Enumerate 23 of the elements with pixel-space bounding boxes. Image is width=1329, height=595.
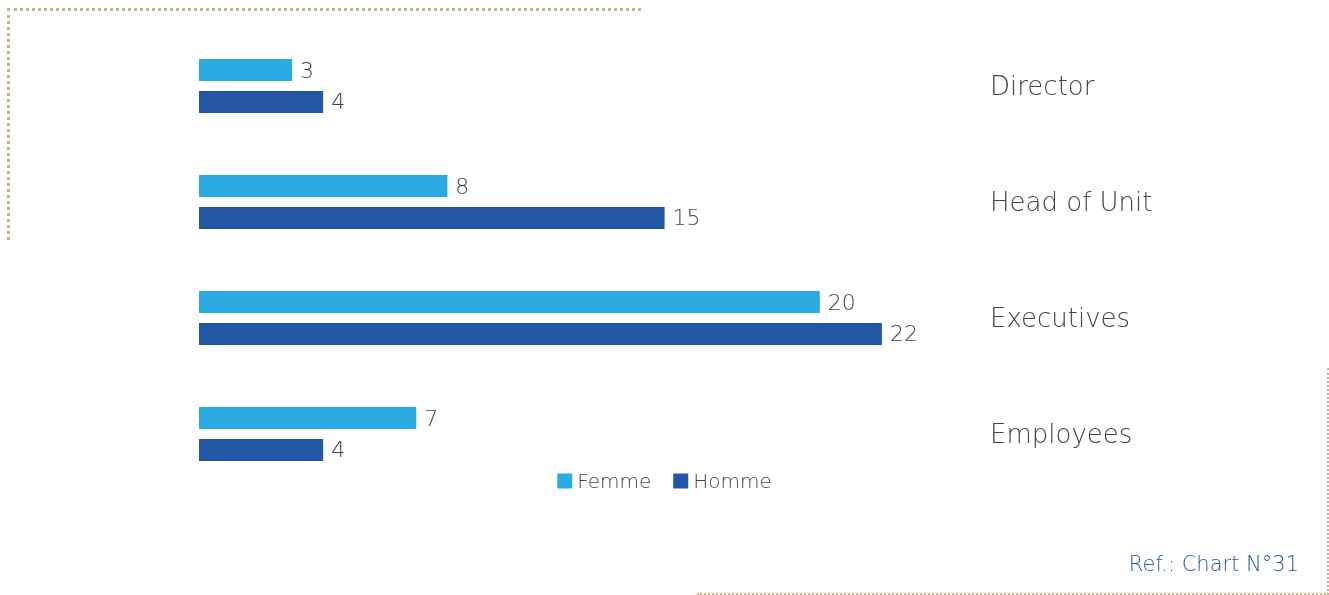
- bar: [199, 90, 324, 113]
- text: Ref.: Chart N°31: [1128, 551, 1300, 576]
- y-tick-label: Head of Unit: [990, 187, 1153, 217]
- y-tick-label: Employees: [990, 419, 1133, 449]
- bar: [199, 438, 324, 461]
- bar: [199, 59, 293, 82]
- data-label: 8: [455, 173, 470, 199]
- data-label: 4: [331, 437, 346, 463]
- bar: [199, 407, 417, 430]
- bar: [199, 206, 665, 229]
- y-tick-label: Executives: [990, 303, 1131, 333]
- legend-label: Femme: [577, 469, 652, 493]
- bar: [199, 291, 820, 314]
- data-label: 20: [827, 289, 856, 315]
- data-label: 3: [300, 57, 315, 83]
- data-label: 4: [331, 89, 346, 115]
- legend-label: Homme: [693, 469, 772, 493]
- y-tick-label: Director: [990, 71, 1095, 101]
- data-label: 22: [889, 321, 918, 347]
- data-label: 15: [672, 205, 701, 231]
- bar: [199, 175, 448, 198]
- bar: [199, 322, 882, 345]
- data-label: 7: [424, 405, 439, 431]
